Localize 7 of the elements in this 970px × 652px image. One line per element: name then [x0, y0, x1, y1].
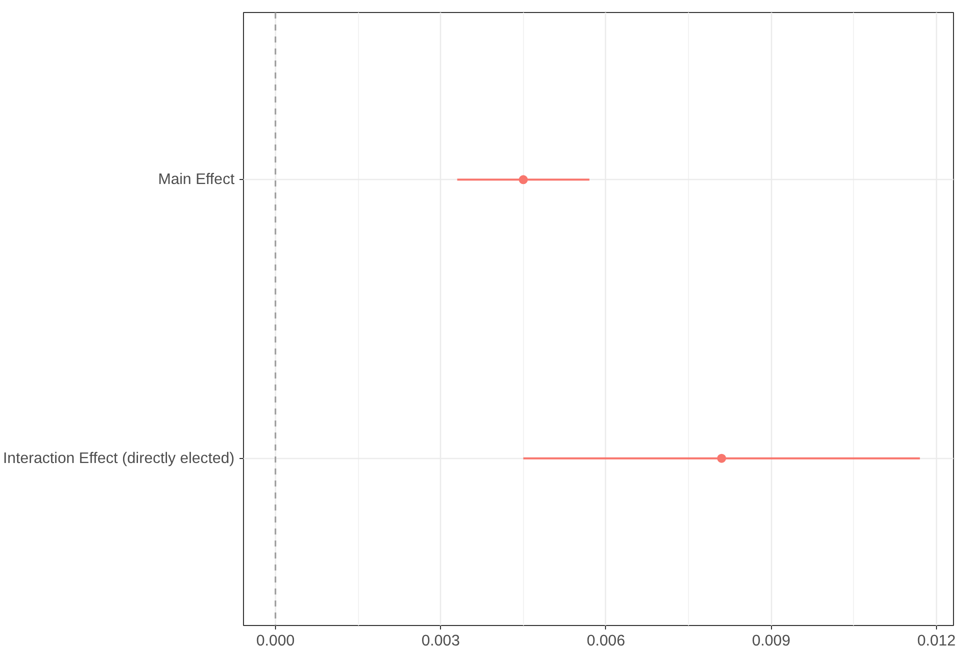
y-tick-label: Main Effect: [158, 171, 236, 188]
y-tick-label: Interaction Effect (directly elected): [3, 450, 235, 467]
x-tick-label: 0.009: [752, 632, 790, 650]
x-tick-label: 0.000: [256, 632, 295, 650]
x-tick-label: 0.012: [917, 632, 956, 650]
x-tick-label: 0.006: [586, 632, 626, 650]
x-tick-label: 0.003: [422, 632, 460, 650]
